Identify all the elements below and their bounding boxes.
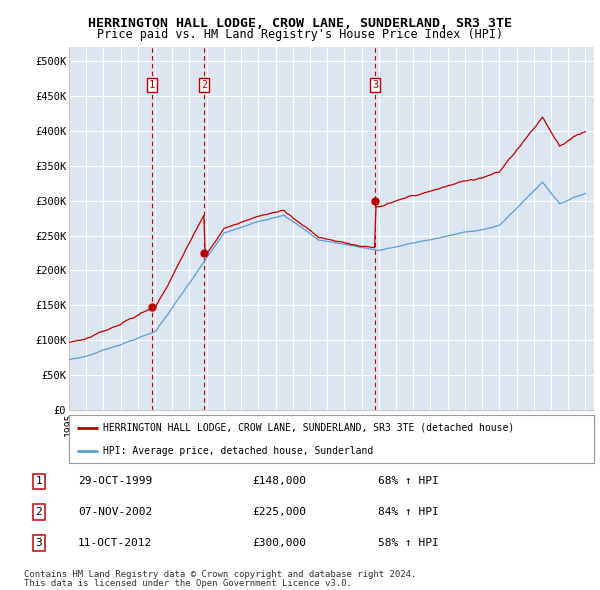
- Text: 84% ↑ HPI: 84% ↑ HPI: [378, 507, 439, 517]
- Text: 58% ↑ HPI: 58% ↑ HPI: [378, 538, 439, 548]
- Text: 2: 2: [201, 80, 207, 90]
- Text: 1: 1: [35, 477, 43, 486]
- Text: 3: 3: [372, 80, 378, 90]
- Text: 07-NOV-2002: 07-NOV-2002: [78, 507, 152, 517]
- Text: 3: 3: [35, 538, 43, 548]
- Text: 29-OCT-1999: 29-OCT-1999: [78, 477, 152, 486]
- Bar: [375, 47, 594, 410]
- Text: 11-OCT-2012: 11-OCT-2012: [78, 538, 152, 548]
- Text: 2: 2: [35, 507, 43, 517]
- Text: £225,000: £225,000: [252, 507, 306, 517]
- Text: 1: 1: [149, 80, 155, 90]
- Text: Contains HM Land Registry data © Crown copyright and database right 2024.: Contains HM Land Registry data © Crown c…: [24, 570, 416, 579]
- Text: Price paid vs. HM Land Registry's House Price Index (HPI): Price paid vs. HM Land Registry's House …: [97, 28, 503, 41]
- Text: £300,000: £300,000: [252, 538, 306, 548]
- Text: This data is licensed under the Open Government Licence v3.0.: This data is licensed under the Open Gov…: [24, 579, 352, 588]
- Text: HERRINGTON HALL LODGE, CROW LANE, SUNDERLAND, SR3 3TE: HERRINGTON HALL LODGE, CROW LANE, SUNDER…: [88, 17, 512, 30]
- Text: HERRINGTON HALL LODGE, CROW LANE, SUNDERLAND, SR3 3TE (detached house): HERRINGTON HALL LODGE, CROW LANE, SUNDER…: [103, 423, 514, 433]
- Text: HPI: Average price, detached house, Sunderland: HPI: Average price, detached house, Sund…: [103, 446, 373, 456]
- Text: £148,000: £148,000: [252, 477, 306, 486]
- Text: 68% ↑ HPI: 68% ↑ HPI: [378, 477, 439, 486]
- Bar: [152, 47, 204, 410]
